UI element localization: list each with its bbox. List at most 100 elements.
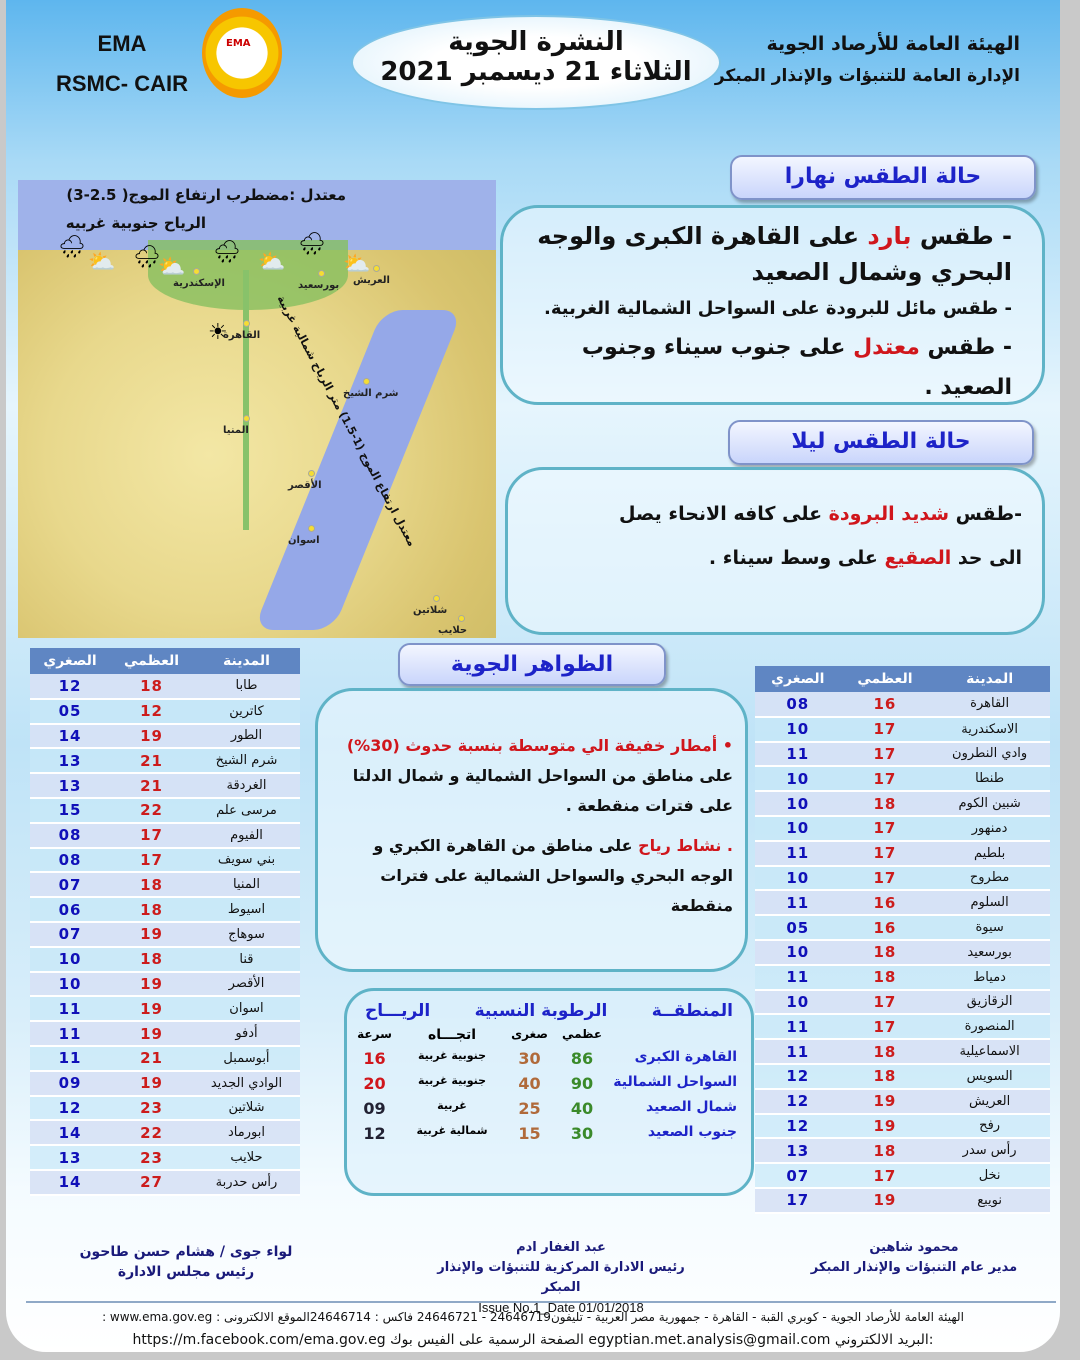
min-temp: 17 — [755, 1187, 841, 1214]
max-temp: 18 — [840, 791, 930, 817]
table-row: الفيوم 17 08 — [30, 822, 300, 849]
min-temp: 11 — [30, 1021, 111, 1047]
wind-speed: 20 — [363, 1074, 386, 1093]
max-temp: 17 — [840, 865, 930, 892]
table-row: الأقصر 19 10 — [30, 971, 300, 998]
min-temp: 15 — [30, 797, 111, 824]
city-label: القاهرة — [223, 330, 261, 341]
max-temp: 19 — [110, 996, 193, 1023]
header-wind: الريـــاح — [365, 1001, 431, 1021]
city-name: شلاتين — [192, 1095, 300, 1122]
wind-note: الرياح جنوبية غربيه — [65, 214, 206, 232]
cities-temperature-table-north: المدينة العظمي الصغري القاهرة 16 08 الاسكندر… — [755, 666, 1050, 1214]
rain-cloud-icon: 🌧 — [298, 232, 326, 257]
wind-direction: شمالية غربية — [416, 1124, 488, 1137]
min-temp: 10 — [30, 971, 111, 998]
humidity-min: 30 — [518, 1049, 541, 1068]
day-line-2: - طقس مائل للبرودة على السواحل الشمالية … — [544, 298, 1012, 319]
nile-river — [243, 270, 249, 530]
max-temp: 12 — [110, 698, 193, 725]
min-temp: 10 — [30, 946, 111, 973]
min-temp: 10 — [755, 865, 841, 892]
max-temp: 18 — [840, 1138, 930, 1165]
footer-contact: الهيئة العامة للأرصاد الجوية - كوبري الق… — [102, 1310, 964, 1324]
city-marker — [308, 470, 315, 477]
table-row: العريش 19 12 — [755, 1088, 1050, 1115]
max-temp: 19 — [110, 1070, 193, 1097]
min-temp: 11 — [755, 741, 841, 768]
table-row: السويس 18 12 — [755, 1063, 1050, 1090]
rain-cloud-icon: 🌧 — [58, 235, 86, 260]
table-row: نخل 17 07 — [755, 1163, 1050, 1189]
min-temp: 06 — [30, 897, 111, 923]
max-temp: 21 — [110, 1045, 193, 1072]
max-temp: 22 — [110, 797, 193, 824]
day-line-1: - طقس بارد على القاهرة الكبرى والوجه الب… — [537, 222, 1012, 286]
humidity-max: 90 — [570, 1074, 594, 1093]
city-name: العريش — [929, 1088, 1050, 1115]
table-row: دمياط 18 11 — [755, 964, 1050, 991]
table-row: حلايب 23 13 — [30, 1145, 300, 1171]
min-temp: 11 — [755, 890, 841, 917]
phenomena-title: الظواهر الجوية — [398, 643, 666, 686]
min-temp: 05 — [755, 915, 841, 941]
table-row: اسيوط 18 06 — [30, 897, 300, 923]
city-name: شرم الشيخ — [192, 748, 300, 775]
header-speed: سرعة — [357, 1027, 392, 1041]
min-temp: 08 — [30, 847, 111, 874]
table-row: رأس سدر 18 13 — [755, 1138, 1050, 1165]
table-row: الزقازيق 17 10 — [755, 989, 1050, 1016]
city-name: السويس — [929, 1063, 1050, 1090]
city-name: الاسكندرية — [929, 716, 1050, 743]
min-temp: 07 — [30, 921, 111, 948]
weather-map: معتدل :مضطرب ارتفاع الموج( 2.5-3) الرياح… — [18, 180, 496, 638]
partly-cloudy-icon: ⛅ — [258, 250, 286, 275]
city-name: الزقازيق — [929, 989, 1050, 1016]
max-temp: 19 — [840, 1113, 930, 1140]
wind-speed: 12 — [363, 1124, 386, 1143]
city-name: أبوسمبل — [192, 1045, 300, 1072]
city-marker — [193, 268, 200, 275]
min-temp: 11 — [755, 1039, 841, 1065]
min-temp: 13 — [30, 1145, 111, 1171]
table-row: كاترين 12 05 — [30, 698, 300, 725]
table-row: مطروح 17 10 — [755, 865, 1050, 892]
max-temp: 16 — [840, 692, 930, 718]
table-row: شلاتين 23 12 — [30, 1095, 300, 1122]
city-name: المنصورة — [929, 1014, 1050, 1041]
city-name: القاهرة — [929, 692, 1050, 718]
city-name: أدفو — [192, 1021, 300, 1047]
table-row: بلطيم 17 11 — [755, 840, 1050, 867]
humidity-min: 15 — [518, 1124, 541, 1143]
table-row: بني سويف 17 08 — [30, 847, 300, 874]
table-row: الطور 19 14 — [30, 723, 300, 750]
header-humidity: الرطوبة النسبية — [474, 1001, 608, 1021]
city-name: الأقصر — [192, 971, 300, 998]
city-label: حلايب — [438, 625, 468, 636]
phenomena-rain: • أمطار خفيفة الي متوسطة بنسبة حدوث (30%… — [346, 736, 733, 815]
humidity-max: 30 — [570, 1124, 594, 1143]
city-name: بورسعيد — [929, 939, 1050, 966]
min-temp: 13 — [755, 1138, 841, 1165]
org-department: الإدارة العامة للتنبؤات والإنذار المبكر — [714, 66, 1020, 86]
ema-label: EMA RSMC- CAIR — [56, 24, 188, 104]
header-direction: اتجـــاه — [427, 1027, 477, 1043]
max-temp: 19 — [110, 723, 193, 750]
max-temp: 16 — [840, 915, 930, 941]
table-row: طنطا 17 10 — [755, 766, 1050, 793]
col-max: العظمي — [110, 648, 193, 674]
max-temp: 17 — [840, 989, 930, 1016]
city-label: العريش — [353, 275, 390, 286]
table-row: الوادي الجديد 19 09 — [30, 1070, 300, 1097]
table-row: نويبع 19 17 — [755, 1187, 1050, 1214]
min-temp: 10 — [755, 766, 841, 793]
humidity-max: 40 — [570, 1099, 594, 1118]
city-name: طابا — [192, 674, 300, 700]
col-city: المدينة — [192, 648, 300, 674]
max-temp: 18 — [840, 939, 930, 966]
table-row: المنيا 18 07 — [30, 872, 300, 899]
city-marker — [458, 615, 465, 622]
city-name: ابورماد — [192, 1120, 300, 1147]
humidity-wind-box: المنطقــة الرطوبة النسبية الريـــاح عظمي… — [344, 988, 754, 1196]
table-row: السلوم 16 11 — [755, 890, 1050, 917]
